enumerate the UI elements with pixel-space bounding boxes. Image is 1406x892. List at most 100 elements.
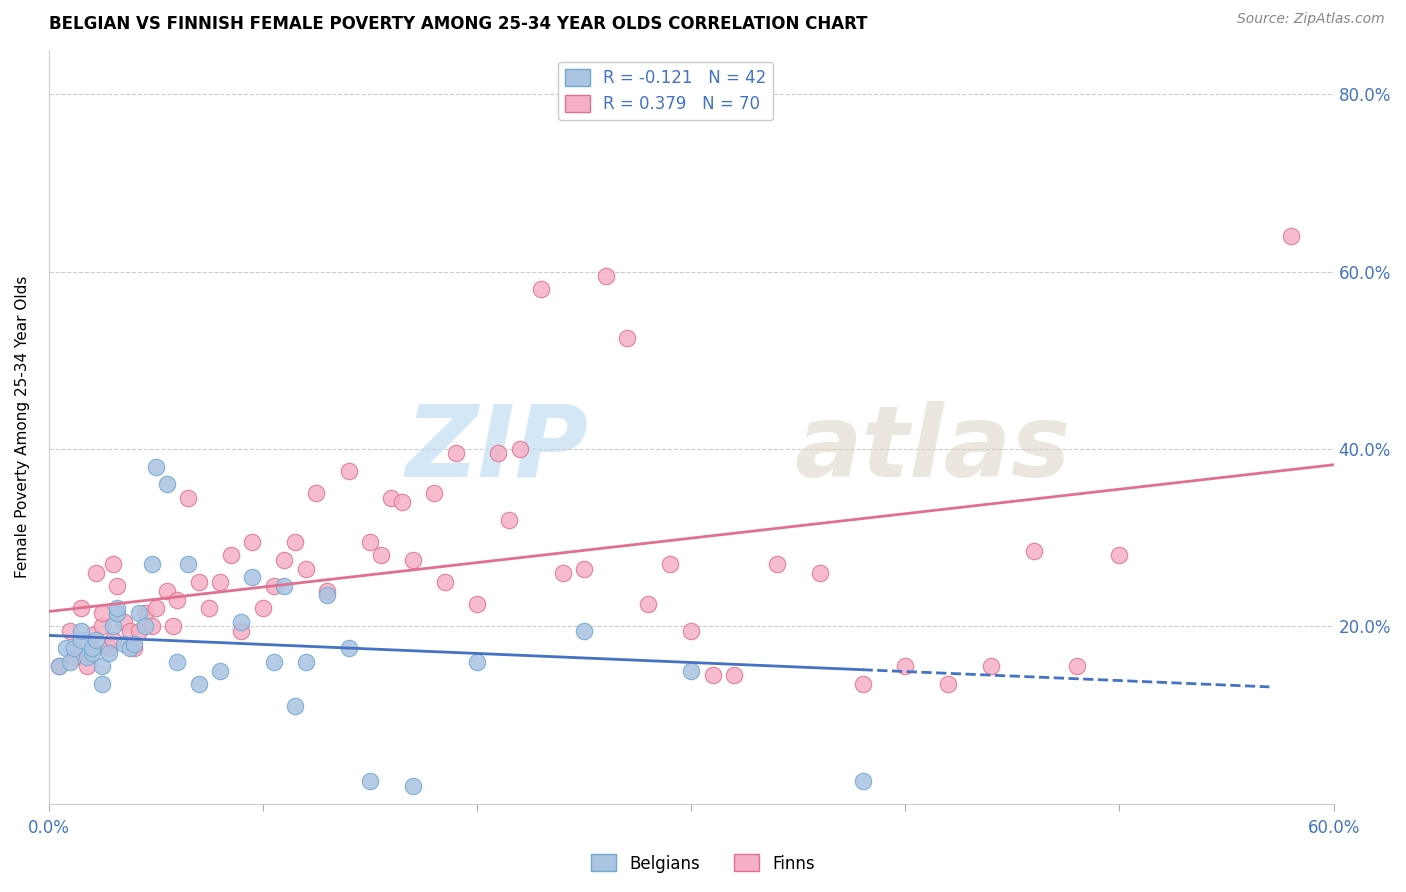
Point [402,779,425,793]
Point [48,659,70,673]
Point [380,491,402,505]
Point [76,650,98,665]
Point [263,579,285,593]
Point [723,668,745,682]
Point [637,597,659,611]
Point [391,495,413,509]
Point [91,677,114,691]
Point [894,659,917,673]
Point [155,477,177,491]
Point [84,566,107,580]
Point [1022,544,1045,558]
Point [166,655,188,669]
Point [465,597,488,611]
Point [91,659,114,673]
Point [162,619,184,633]
Point [498,513,520,527]
Point [936,677,959,691]
Point [305,486,328,500]
Point [1066,659,1088,673]
Point [187,574,209,589]
Point [198,601,221,615]
Point [80,646,103,660]
Text: atlas: atlas [794,401,1070,498]
Point [294,561,316,575]
Point [105,606,128,620]
Point [488,446,510,460]
Point [177,557,200,571]
Point [284,699,307,714]
Point [63,650,86,665]
Point [252,601,274,615]
Point [294,655,316,669]
Point [101,632,124,647]
Point [105,601,128,615]
Point [616,331,638,345]
Point [240,535,263,549]
Point [240,570,263,584]
Point [134,606,156,620]
Point [209,664,232,678]
Point [433,574,456,589]
Point [316,583,339,598]
Point [145,601,167,615]
Point [572,561,595,575]
Point [124,641,146,656]
Point [101,557,124,571]
Point [97,641,120,656]
Point [681,624,703,638]
Point [219,549,242,563]
Point [851,677,873,691]
Point [134,619,156,633]
Point [209,574,232,589]
Point [128,624,150,638]
Point [124,637,146,651]
Point [702,668,724,682]
Point [91,619,114,633]
Point [80,628,103,642]
Point [63,641,86,656]
Point [120,624,142,638]
Point [120,641,142,656]
Point [80,641,103,656]
Point [402,552,425,566]
Point [658,557,681,571]
Point [48,659,70,673]
Text: ZIP: ZIP [405,401,588,498]
Point [141,619,163,633]
Text: BELGIAN VS FINNISH FEMALE POVERTY AMONG 25-34 YEAR OLDS CORRELATION CHART: BELGIAN VS FINNISH FEMALE POVERTY AMONG … [49,15,868,33]
Point [112,637,135,651]
Point [359,774,381,789]
Point [1108,549,1130,563]
Point [808,566,831,580]
Point [128,606,150,620]
Point [112,615,135,629]
Point [141,557,163,571]
Point [55,641,77,656]
Point [273,579,295,593]
Legend: Belgians, Finns: Belgians, Finns [585,847,821,880]
Point [231,624,253,638]
Point [465,655,488,669]
Point [423,486,446,500]
Point [337,464,360,478]
Point [337,641,360,656]
Point [681,664,703,678]
Point [101,619,124,633]
Point [59,624,82,638]
Point [155,583,177,598]
Point [1279,229,1302,244]
Point [530,282,553,296]
Point [76,659,98,673]
Point [70,601,93,615]
Point [551,566,574,580]
Point [851,774,873,789]
Point [263,655,285,669]
Point [84,632,107,647]
Point [166,592,188,607]
Point [766,557,789,571]
Point [572,624,595,638]
Point [359,535,381,549]
Point [231,615,253,629]
Point [316,588,339,602]
